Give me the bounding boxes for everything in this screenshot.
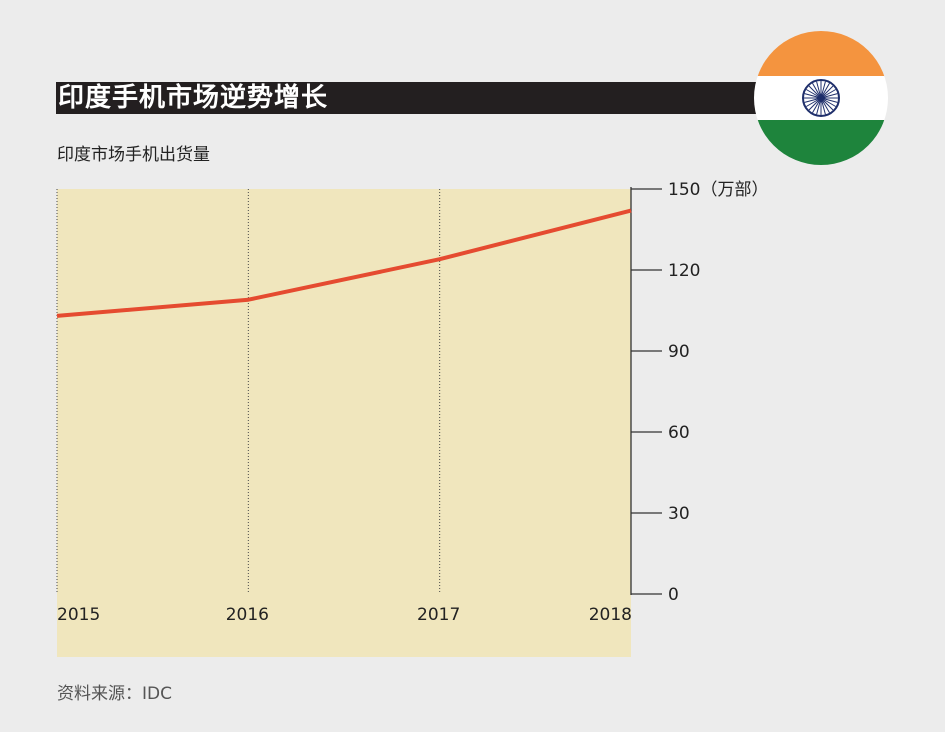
x-tick-label: 2015 xyxy=(57,605,100,625)
y-tick-label: 60 xyxy=(668,423,690,443)
y-tick-label: 30 xyxy=(668,504,690,524)
india-flag-icon xyxy=(754,31,888,165)
flag-green-band xyxy=(754,120,888,165)
y-tick-label: 120 xyxy=(668,261,700,281)
plot-background xyxy=(57,189,631,657)
y-tick-label: 0 xyxy=(668,585,679,605)
x-tick-label: 2018 xyxy=(589,605,632,625)
ashoka-chakra-icon xyxy=(803,80,839,116)
y-tick-label: 150（万部） xyxy=(668,180,768,200)
x-tick-label: 2017 xyxy=(417,605,460,625)
flag-saffron-band xyxy=(754,31,888,76)
x-tick-label: 2016 xyxy=(226,605,269,625)
source-note: 资料来源：IDC xyxy=(57,679,172,704)
y-tick-label: 90 xyxy=(668,342,690,362)
